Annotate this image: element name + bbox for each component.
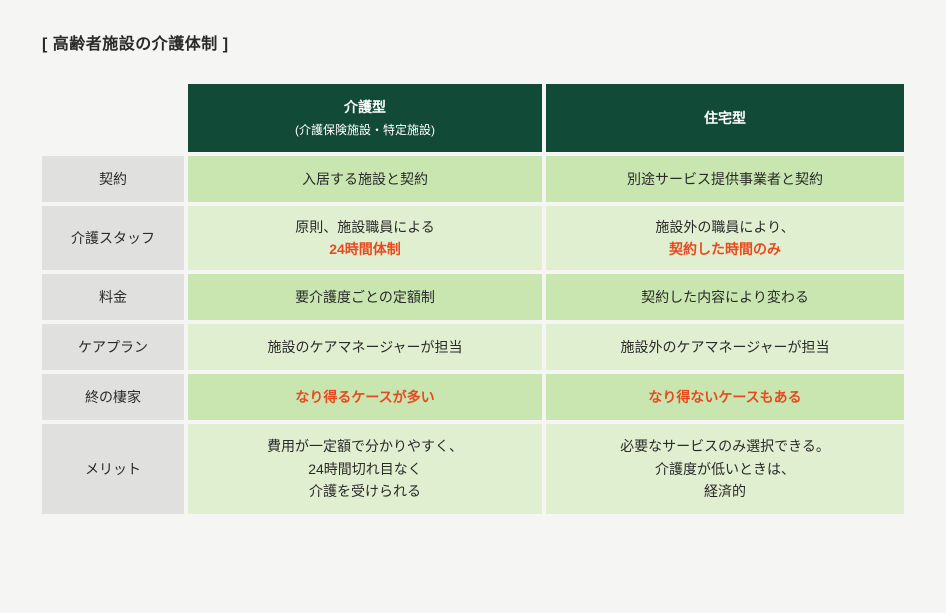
cell-line: 要介護度ごとの定額制 (295, 286, 435, 308)
cell-line: 経済的 (620, 480, 830, 502)
row-header: 終の棲家 (42, 374, 188, 424)
cell-line: 介護を受けられる (267, 480, 463, 502)
table-cell: 契約した内容により変わる (546, 274, 904, 324)
col-header-1-subtitle: (介護保険施設・特定施設) (295, 121, 435, 140)
header-blank (42, 84, 188, 156)
row-header: 介護スタッフ (42, 206, 188, 274)
row-header: 契約 (42, 156, 188, 206)
cell-line: 入居する施設と契約 (302, 168, 428, 190)
cell-line: 施設外の職員により、 (655, 216, 794, 238)
table-cell: なり得ないケースもある (546, 374, 904, 424)
table-cell: 原則、施設職員による24時間体制 (188, 206, 546, 274)
cell-line: 契約した時間のみ (655, 238, 794, 260)
table-cell: 別途サービス提供事業者と契約 (546, 156, 904, 206)
comparison-table: 介護型 (介護保険施設・特定施設) 住宅型 契約 入居する施設と契約 別途サービス提… (42, 84, 904, 514)
row-header: ケアプラン (42, 324, 188, 374)
table-cell: 費用が一定額で分かりやすく、24時間切れ目なく介護を受けられる (188, 424, 546, 514)
cell-line: 施設外のケアマネージャーが担当 (620, 336, 829, 358)
table-cell: 入居する施設と契約 (188, 156, 546, 206)
table-cell: 要介護度ごとの定額制 (188, 274, 546, 324)
col-header-1: 介護型 (介護保険施設・特定施設) (188, 84, 546, 156)
cell-line: 別途サービス提供事業者と契約 (627, 168, 823, 190)
cell-line: なり得るケースが多い (295, 386, 434, 408)
row-header: メリット (42, 424, 188, 514)
cell-line: 契約した内容により変わる (641, 286, 809, 308)
cell-line: 介護度が低いときは、 (620, 458, 830, 480)
table-cell: 施設外の職員により、契約した時間のみ (546, 206, 904, 274)
col-header-2: 住宅型 (546, 84, 904, 156)
cell-line: 原則、施設職員による (295, 216, 435, 238)
cell-line: 24時間切れ目なく (267, 458, 463, 480)
cell-line: 24時間体制 (295, 238, 435, 260)
col-header-1-title: 介護型 (344, 96, 386, 118)
row-header: 料金 (42, 274, 188, 324)
table-cell: 施設のケアマネージャーが担当 (188, 324, 546, 374)
cell-line: 費用が一定額で分かりやすく、 (267, 435, 463, 457)
table-title: [ 高齢者施設の介護体制 ] (42, 30, 904, 54)
table-cell: 必要なサービスのみ選択できる。介護度が低いときは、経済的 (546, 424, 904, 514)
cell-line: 必要なサービスのみ選択できる。 (620, 435, 830, 457)
cell-line: 施設のケアマネージャーが担当 (267, 336, 462, 358)
table-cell: 施設外のケアマネージャーが担当 (546, 324, 904, 374)
col-header-2-title: 住宅型 (704, 107, 746, 129)
table-cell: なり得るケースが多い (188, 374, 546, 424)
cell-line: なり得ないケースもある (648, 386, 801, 408)
